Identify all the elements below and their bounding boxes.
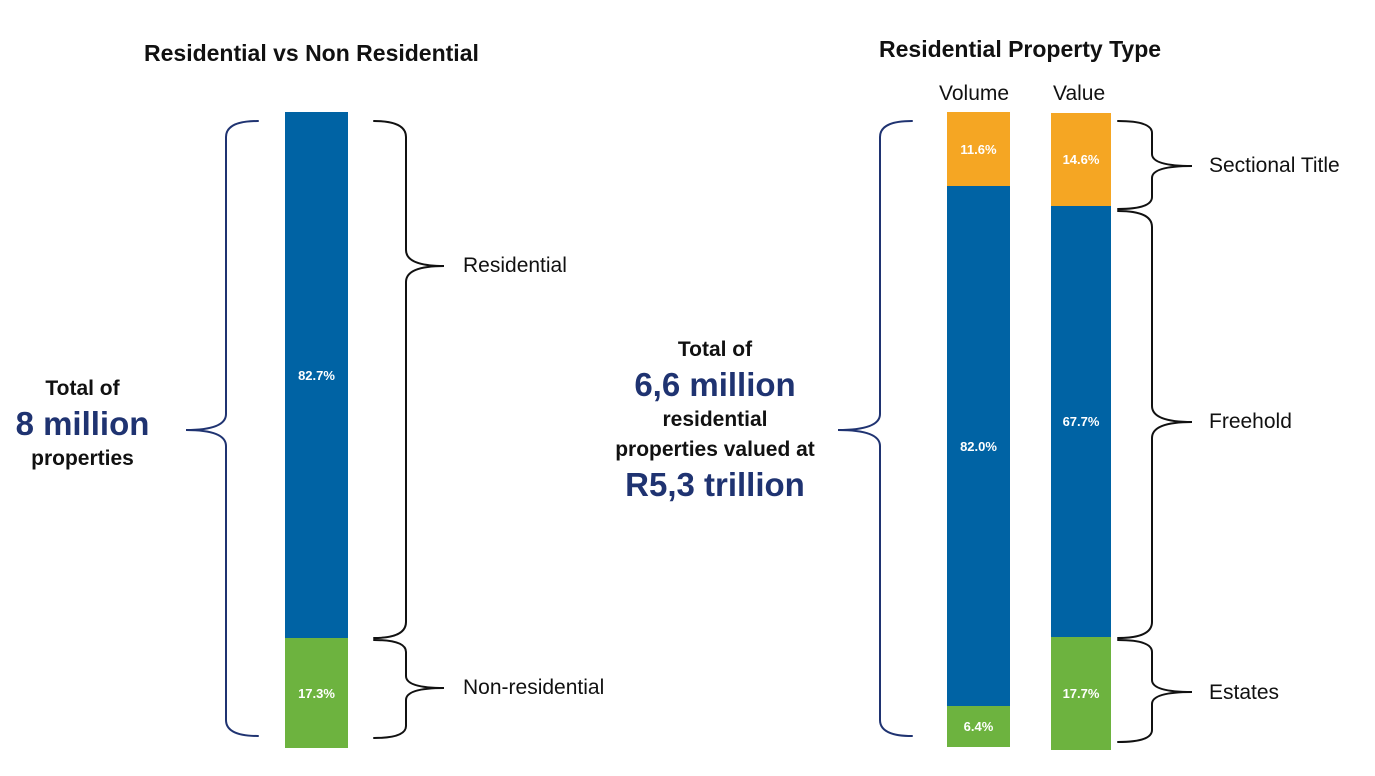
volume-bar-sectional-title-value-label: 11.6% — [960, 141, 997, 157]
freehold-label: Freehold — [1209, 410, 1292, 433]
value-bar: 17.7% 67.7% 14.6% — [1051, 113, 1111, 750]
left-bar-residential-segment: 82.7% — [285, 112, 348, 638]
left-bar-non-residential-value-label: 17.3% — [298, 685, 335, 701]
right-total-big2: R5,3 trillion — [625, 466, 805, 503]
volume-bar-freehold-value-label: 82.0% — [960, 438, 997, 454]
value-bar-freehold-value-label: 67.7% — [1062, 414, 1100, 429]
non-residential-label: Non-residential — [463, 676, 605, 699]
right-total-big1: 6,6 million — [634, 366, 796, 403]
volume-bar-freehold-segment: 82.0% — [947, 186, 1010, 706]
residential-split-bar: 17.3% 82.7% — [285, 112, 348, 748]
left-total-line1: Total of — [45, 377, 120, 400]
sectional-title-brace — [1117, 120, 1193, 210]
left-chart-title: Residential vs Non Residential — [144, 40, 479, 66]
value-bar-freehold-segment: 67.7% — [1051, 206, 1111, 637]
right-total-block: Total of 6,6 million residential propert… — [600, 335, 830, 505]
value-bar-estates-value-label: 17.7% — [1062, 686, 1100, 701]
right-total-brace — [837, 120, 913, 737]
estates-brace — [1117, 639, 1193, 743]
value-column-label: Value — [1053, 82, 1106, 105]
freehold-brace — [1117, 210, 1193, 639]
left-bar-non-residential-segment: 17.3% — [285, 638, 348, 748]
value-bar-sectional-title-segment: 14.6% — [1051, 113, 1111, 206]
sectional-title-label: Sectional Title — [1209, 154, 1340, 177]
left-total-block: Total of 8 million properties — [0, 374, 165, 474]
volume-bar: 6.4% 82.0% 11.6% — [947, 112, 1010, 747]
volume-column-label: Volume — [939, 82, 1010, 105]
value-bar-sectional-title-value-label: 14.6% — [1062, 152, 1100, 167]
left-bar-residential-value-label: 82.7% — [298, 367, 335, 383]
right-total-line1: Total of — [677, 338, 753, 361]
estates-label: Estates — [1209, 681, 1280, 704]
volume-bar-sectional-title-segment: 11.6% — [947, 112, 1010, 186]
non-residential-brace — [373, 639, 445, 739]
residential-label: Residential — [463, 254, 567, 277]
right-chart-title: Residential Property Type — [879, 36, 1162, 62]
volume-bar-estates-segment: 6.4% — [947, 706, 1010, 747]
left-total-brace — [185, 120, 259, 737]
right-total-line2: residential — [662, 408, 768, 431]
left-total-big: 8 million — [15, 405, 150, 442]
residential-brace — [373, 120, 445, 639]
left-total-line2: properties — [31, 447, 134, 470]
value-bar-estates-segment: 17.7% — [1051, 637, 1111, 750]
volume-bar-estates-value-label: 6.4% — [963, 719, 994, 734]
right-total-line3: properties valued at — [615, 438, 815, 461]
